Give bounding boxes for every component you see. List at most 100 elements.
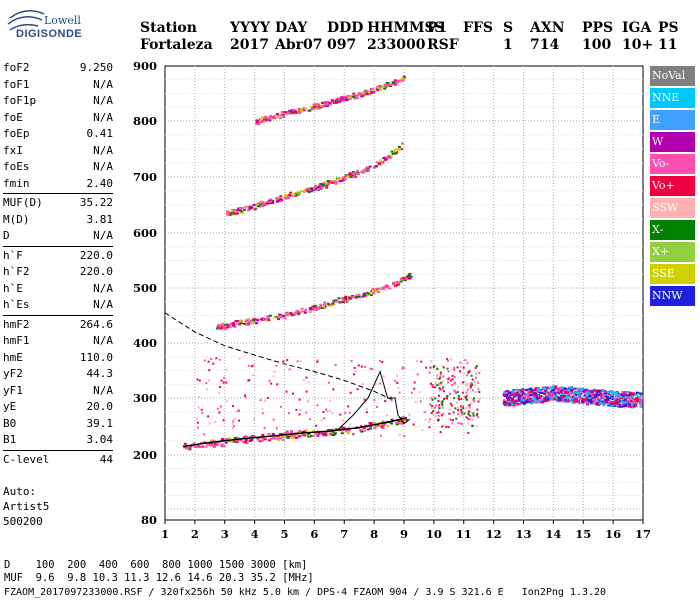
noise-pixel [418,391,421,394]
noise-pixel [376,406,378,408]
echo-pixel [294,111,298,114]
echo-pixel [536,399,539,402]
echo-pixel [316,188,320,191]
noise-pixel [316,360,319,363]
echo-pixel [289,191,293,194]
echo-pixel [387,82,391,85]
legend-item-e: E [650,110,695,130]
echo-pixel [249,439,253,442]
echo-pixel [297,434,301,437]
echo-pixel [540,397,544,400]
echo-pixel [379,85,383,88]
param-label: h`Es [3,298,30,311]
param-row: foF2 9.250 [3,60,113,77]
echo-pixel [367,169,371,172]
spread-pixel [433,365,436,367]
echo-pixel [266,316,270,319]
param-value: 44.3 [86,367,114,380]
echo-pixel [299,107,303,110]
echo-pixel [548,394,552,397]
echo-pixel [334,181,338,184]
echo-pixel [394,82,398,85]
echo-pixel [233,437,237,439]
echo-pixel [512,389,516,392]
noise-pixel [446,358,449,361]
spread-pixel [478,398,481,400]
spread-pixel [477,388,480,391]
noise-pixel [198,379,201,382]
spread-pixel [469,415,472,418]
echo-pixel [537,401,541,404]
echo-pixel [525,389,528,392]
echo-pixel [303,431,307,434]
echo-pixel [602,404,606,407]
echo-pixel [571,392,575,395]
echo-pixel [617,405,621,408]
spread-pixel [473,400,476,403]
echo-pixel [631,392,635,395]
echo-pixel [392,281,396,284]
noise-pixel [251,374,254,377]
echo-pixel [401,79,405,82]
echo-pixel [554,397,558,400]
echo-pixel [607,394,611,397]
echo-pixel [187,446,191,449]
echo-pixel [365,293,369,296]
echo-pixel [239,209,243,212]
echo-pixel [317,103,321,106]
param-separator [3,193,113,194]
noise-pixel [247,364,250,367]
param-value: 35.22 [79,196,113,209]
noise-pixel [439,431,442,434]
noise-pixel [349,391,352,394]
noise-pixel [298,398,301,401]
echo-pixel [523,398,527,401]
echo-pixel [333,432,337,435]
echo-pixel [283,317,287,320]
echo-pixel [221,439,225,441]
spread-pixel [466,388,469,391]
echo-pixel [317,184,321,187]
echo-pixel [553,396,557,398]
echo-pixel [312,189,316,192]
echo-pixel [346,95,350,98]
echo-pixel [623,404,627,406]
echo-pixel [528,388,532,390]
noise-pixel [459,370,461,373]
noise-pixel [232,405,234,408]
header-value-9: 10+ [622,37,654,53]
echo-pixel [200,446,203,448]
echo-pixel [376,89,380,92]
noise-pixel [263,427,266,429]
noise-pixel [356,388,359,391]
noise-pixel [307,400,310,403]
legend-item-w: W [650,132,695,152]
echo-pixel [534,400,537,403]
echo-pixel [261,437,265,440]
echo-pixel [319,183,323,185]
echo-pixel [303,310,307,313]
noise-pixel [395,374,398,377]
noise-pixel [309,418,311,421]
echo-pixel [397,146,401,148]
x-tick-label: 9 [400,527,408,541]
echo-pixel [345,300,348,303]
spread-pixel [451,422,454,425]
noise-pixel [464,359,467,362]
echo-pixel [629,391,633,394]
echo-pixel [183,442,187,445]
echo-pixel [577,402,581,404]
noise-pixel [385,414,388,417]
param-row: hmF2 264.6 [3,317,113,334]
echo-pixel [506,397,510,400]
noise-pixel [435,411,438,414]
echo-pixel [297,312,301,315]
x-tick-label: 12 [486,527,502,541]
noise-pixel [322,411,325,414]
echo-pixel [621,401,625,404]
param-value: 110.0 [79,350,113,364]
spread-pixel [449,379,452,382]
echo-pixel [350,174,354,177]
param-row: yF2 44.3 [3,366,113,383]
echo-pixel [349,176,353,179]
